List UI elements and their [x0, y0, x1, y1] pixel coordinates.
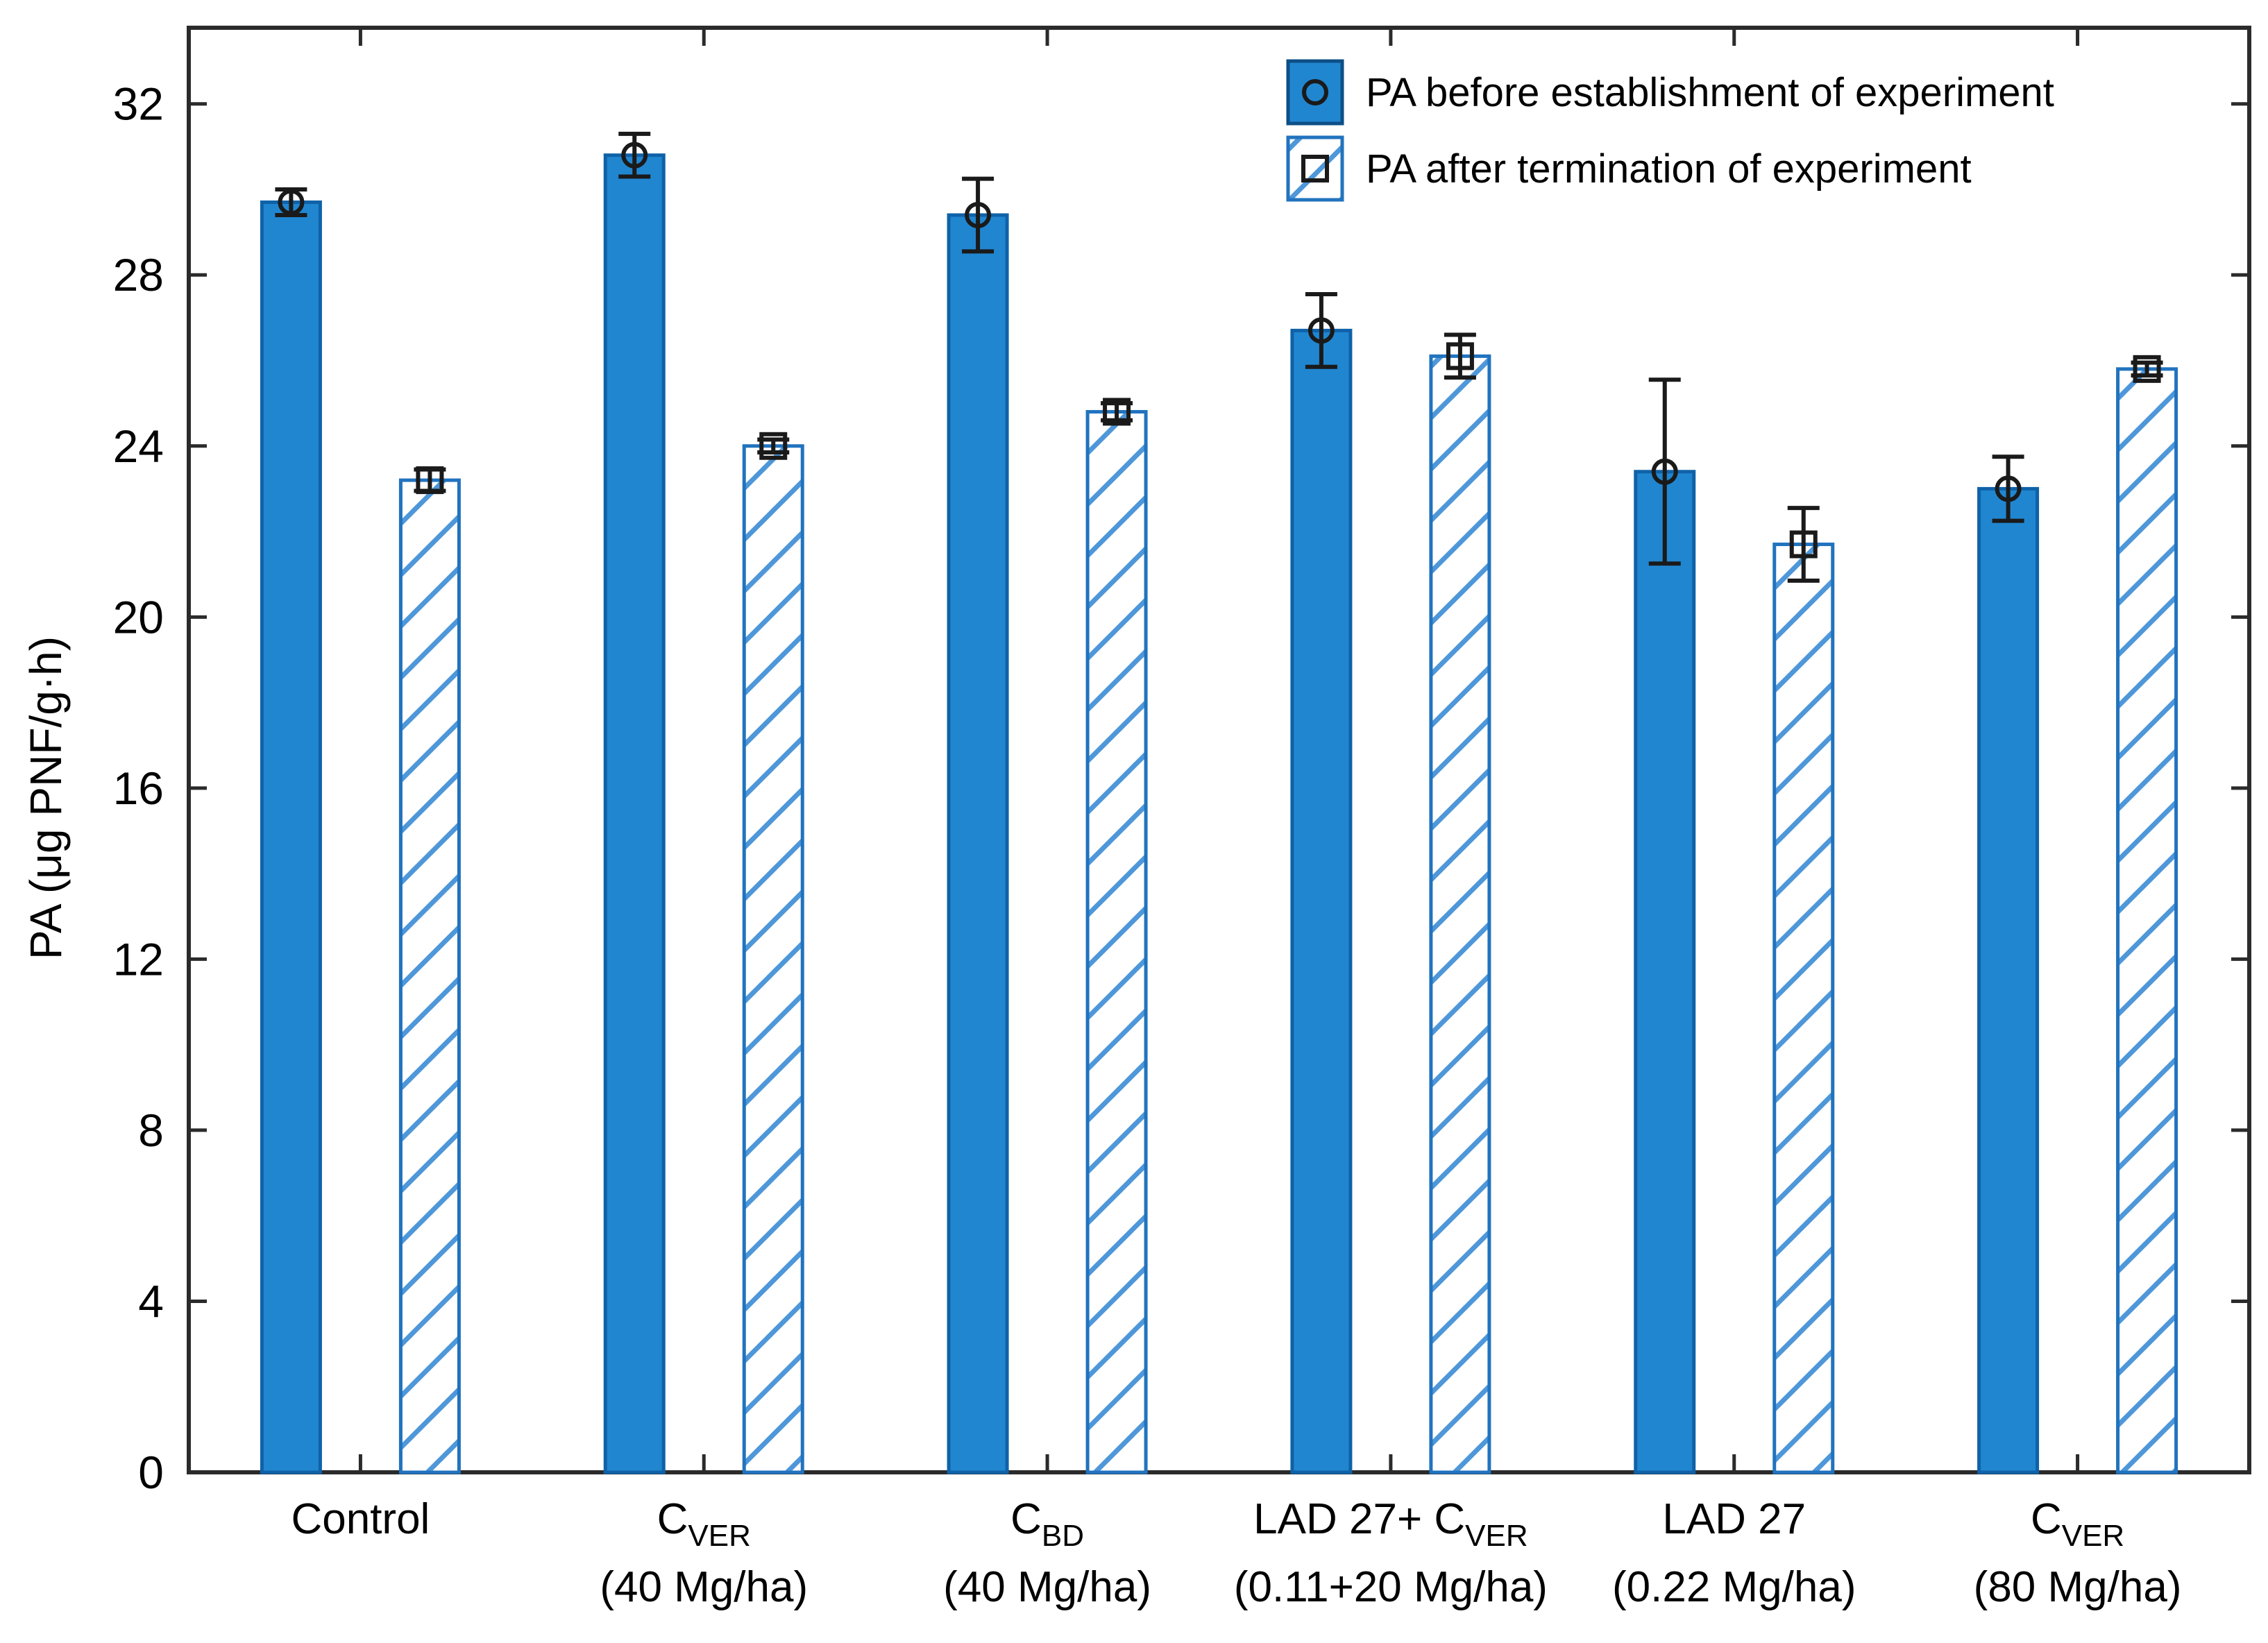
- bar-after-3: [1429, 354, 1491, 1474]
- bar-before-1: [603, 153, 666, 1474]
- circle-marker-3: [1308, 317, 1335, 344]
- circle-marker-0: [278, 189, 305, 216]
- bar-after-4: [1772, 543, 1835, 1474]
- legend-square-marker-icon: [1301, 155, 1329, 182]
- bar-before-2: [947, 213, 1009, 1474]
- category-label-1: CVER: [657, 1495, 751, 1553]
- legend-swatch-before: [1286, 59, 1344, 126]
- square-marker-1: [759, 432, 788, 460]
- bar-after-2: [1085, 409, 1148, 1474]
- error-bar-after-4: [1787, 506, 1820, 583]
- error-bar-before-5: [1992, 454, 2024, 523]
- plot-border: [187, 26, 2251, 1474]
- legend-label-after: PA after termination of experiment: [1366, 146, 1972, 191]
- error-bar-before-3: [1305, 291, 1337, 369]
- circle-marker-4: [1651, 458, 1678, 485]
- category-label-3: LAD 27+ CVER: [1253, 1495, 1527, 1553]
- legend-label-before: PA before establishment of experiment: [1366, 70, 2054, 115]
- error-bar-after-3: [1444, 332, 1476, 380]
- y-tick-label-20: 20: [113, 591, 164, 642]
- error-bar-before-4: [1648, 377, 1681, 566]
- square-marker-3: [1446, 342, 1474, 371]
- square-marker-4: [1789, 530, 1818, 559]
- y-tick-label-12: 12: [113, 933, 164, 985]
- square-marker-0: [416, 466, 444, 495]
- bar-before-0: [260, 200, 322, 1474]
- bar-after-1: [742, 444, 804, 1474]
- bar-after-5: [2116, 367, 2178, 1474]
- category-label-line2-1: (40 Mg/ha): [600, 1563, 808, 1611]
- error-bar-before-2: [962, 176, 995, 254]
- legend-circle-marker-icon: [1302, 79, 1328, 105]
- category-label-line2-2: (40 Mg/ha): [943, 1563, 1151, 1611]
- error-bar-before-1: [618, 131, 651, 179]
- y-tick-label-24: 24: [113, 420, 164, 472]
- circle-marker-1: [621, 142, 648, 169]
- legend-swatch-after: [1286, 135, 1344, 202]
- category-label-2: CBD: [1010, 1495, 1084, 1553]
- bar-before-4: [1634, 470, 1696, 1474]
- category-label-line2-4: (0.22 Mg/ha): [1612, 1563, 1856, 1611]
- category-label-4: LAD 27: [1662, 1495, 1806, 1543]
- category-label-0: Control: [291, 1495, 430, 1543]
- category-label-line2-3: (0.11+20 Mg/ha): [1234, 1563, 1548, 1611]
- y-tick-label-8: 8: [138, 1105, 164, 1156]
- bar-after-0: [398, 478, 461, 1474]
- square-marker-2: [1103, 398, 1131, 426]
- circle-marker-2: [965, 201, 992, 228]
- square-marker-5: [2133, 355, 2161, 383]
- y-axis-title: PA (μg PNF/g·h): [21, 636, 71, 960]
- y-tick-label-32: 32: [113, 78, 164, 130]
- category-label-line2-5: (80 Mg/ha): [1974, 1563, 2182, 1611]
- y-tick-label-16: 16: [113, 763, 164, 814]
- category-label-5: CVER: [2031, 1495, 2124, 1553]
- bar-before-3: [1290, 328, 1353, 1474]
- y-tick-label-28: 28: [113, 249, 164, 300]
- y-tick-label-0: 0: [138, 1447, 164, 1498]
- y-tick-label-4: 4: [138, 1275, 164, 1327]
- bar-before-5: [1977, 486, 2040, 1474]
- circle-marker-5: [1995, 475, 2022, 502]
